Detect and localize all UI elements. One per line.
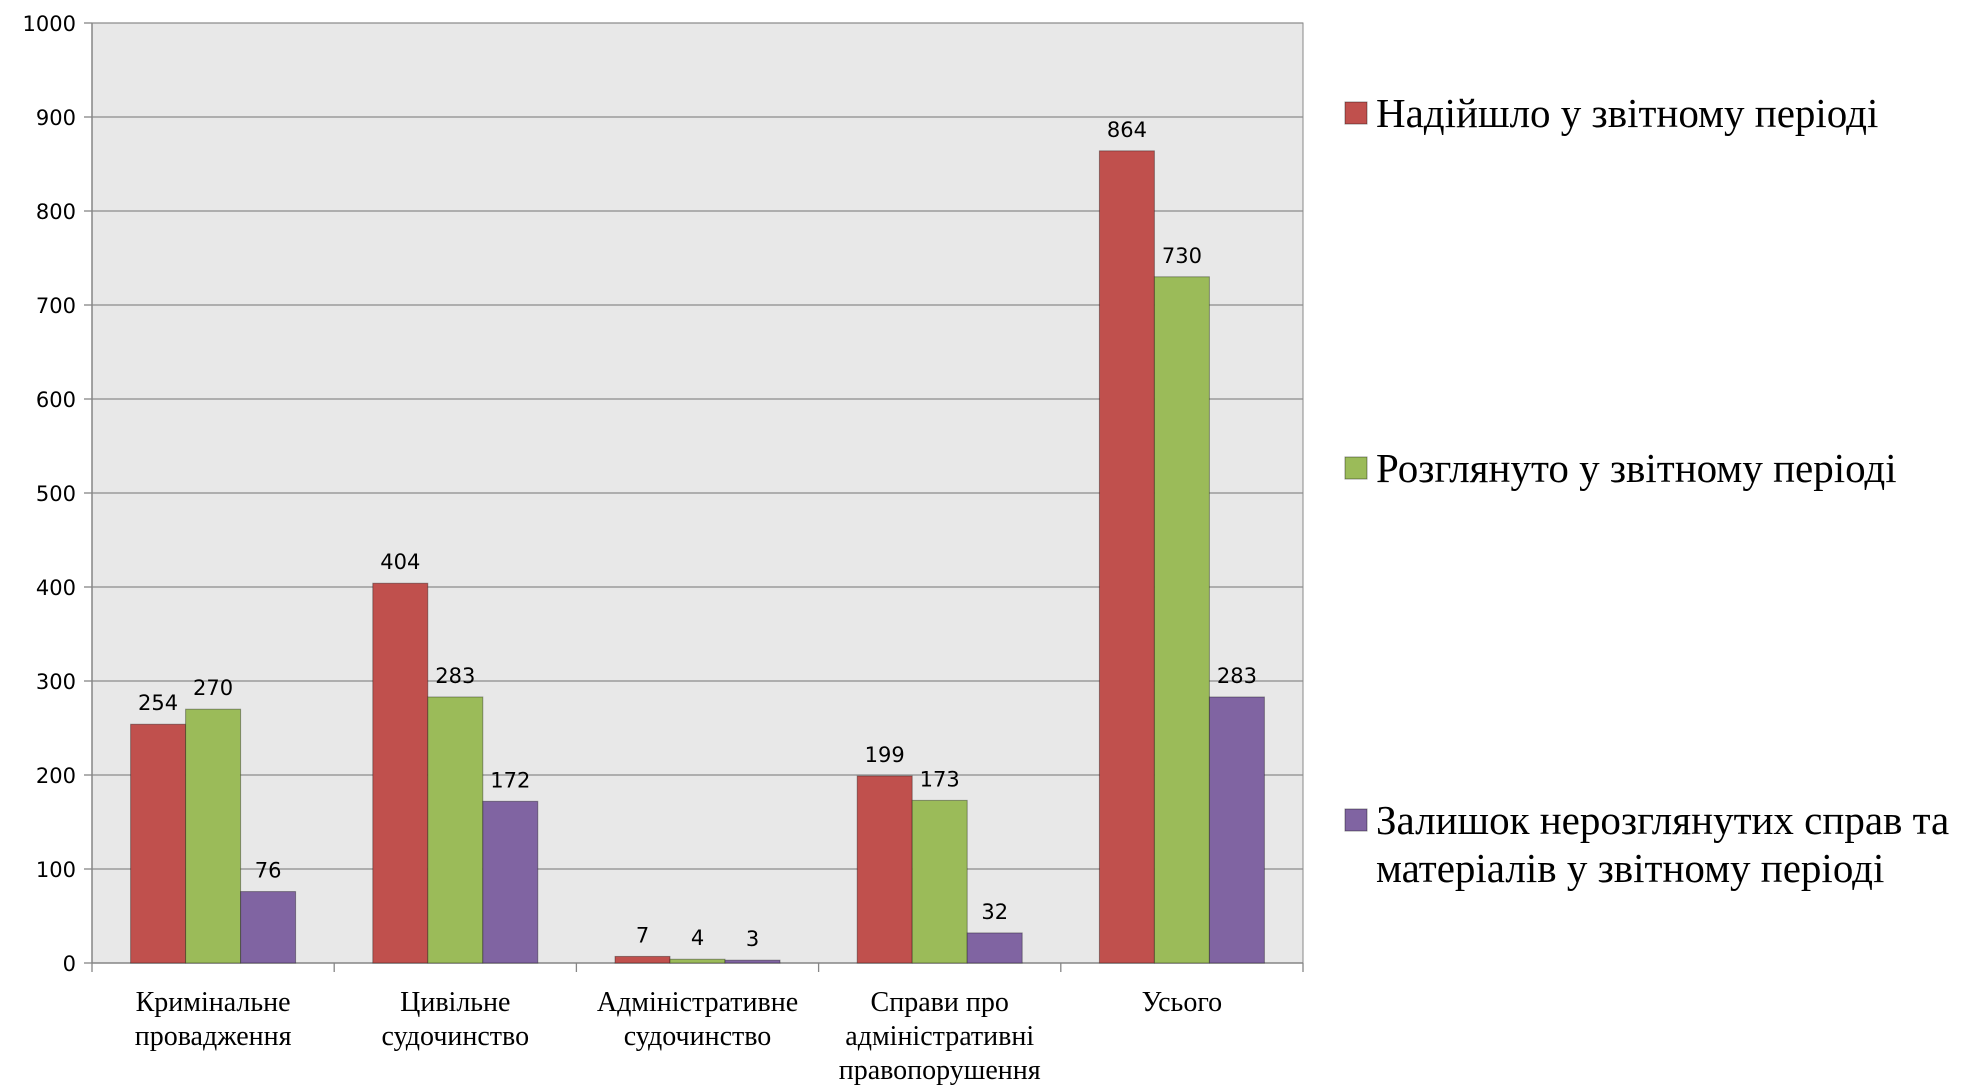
category-label-line: адміністративні	[845, 1021, 1034, 1052]
y-tick-label: 100	[36, 858, 76, 882]
category-label: Справи про адміністративні правопорушення	[839, 987, 1041, 1086]
bar	[1153, 276, 1210, 964]
bar	[911, 799, 968, 964]
legend-label: Розглянуто у звітному періоді	[1376, 445, 1897, 491]
bar	[724, 959, 781, 964]
bar	[966, 932, 1023, 964]
y-tick-label: 200	[36, 764, 76, 788]
data-label: 730	[1162, 244, 1202, 268]
bar	[614, 955, 671, 964]
data-label: 404	[380, 550, 420, 574]
category-label-line: Справи про	[871, 987, 1009, 1018]
bar	[669, 958, 726, 964]
legend-swatch	[1344, 456, 1368, 480]
data-label: 199	[865, 743, 905, 767]
category-label: Усього	[1142, 987, 1222, 1018]
data-labels: 254 404 7 199 864 270 283 4 173 730 76 172 3 32 283	[138, 118, 1257, 951]
legend-label: Залишок нерозглянутих справ та матеріалів…	[1376, 797, 1949, 891]
y-tick-label: 500	[36, 482, 76, 506]
data-label: 254	[138, 691, 178, 715]
data-label: 270	[193, 676, 233, 700]
category-label-line: судочинство	[382, 1021, 530, 1052]
y-tick-label: 900	[36, 106, 76, 130]
bar	[372, 582, 429, 964]
data-label: 3	[746, 927, 759, 951]
category-label-line: провадження	[135, 1021, 292, 1052]
bar	[482, 800, 539, 964]
category-label: Цивільне судочинство	[382, 987, 530, 1052]
y-tick-label: 600	[36, 388, 76, 412]
data-label: 172	[490, 768, 530, 792]
legend-swatch	[1344, 101, 1368, 125]
bar	[185, 708, 242, 964]
legend-label-line: Залишок нерозглянутих справ та	[1376, 797, 1949, 843]
category-label-line: Цивільне	[400, 987, 510, 1018]
data-label: 173	[920, 767, 960, 791]
data-label: 7	[636, 923, 649, 947]
data-label: 76	[255, 859, 282, 883]
axes: 0 100 200 300 400 500 600 700 800 900 1000	[23, 12, 1304, 976]
y-tick-label: 400	[36, 576, 76, 600]
category-label: Кримінальне провадження	[135, 987, 292, 1052]
data-label: 4	[691, 926, 704, 950]
bar	[130, 723, 187, 964]
bars	[130, 150, 1265, 964]
y-tick-label: 700	[36, 294, 76, 318]
data-label: 32	[981, 900, 1008, 924]
data-label: 283	[1217, 664, 1257, 688]
legend-label: Надійшло у звітному періоді	[1376, 90, 1878, 136]
legend-label-line: матеріалів у звітному періоді	[1376, 845, 1884, 891]
data-label: 283	[435, 664, 475, 688]
legend-swatch	[1344, 808, 1368, 832]
y-tick-label: 0	[63, 952, 76, 976]
category-label-line: Усього	[1142, 987, 1222, 1018]
legend: Надійшло у звітному періоді Розглянуто у …	[1344, 90, 1949, 891]
bar	[856, 775, 913, 964]
category-label-line: Адміністративне	[597, 987, 798, 1018]
legend-label-line: Розглянуто у звітному періоді	[1376, 445, 1897, 491]
bar	[1208, 696, 1265, 964]
data-label: 864	[1107, 118, 1147, 142]
y-tick-label: 1000	[23, 12, 76, 36]
y-tick-label: 800	[36, 200, 76, 224]
category-label-line: Кримінальне	[136, 987, 291, 1018]
category-label-line: правопорушення	[839, 1055, 1041, 1086]
bar	[240, 891, 297, 964]
bar	[427, 696, 484, 964]
category-label: Адміністративне судочинство	[597, 987, 798, 1052]
legend-label-line: Надійшло у звітному періоді	[1376, 90, 1878, 136]
category-label-line: судочинство	[624, 1021, 772, 1052]
y-tick-label: 300	[36, 670, 76, 694]
bar	[1098, 150, 1155, 964]
